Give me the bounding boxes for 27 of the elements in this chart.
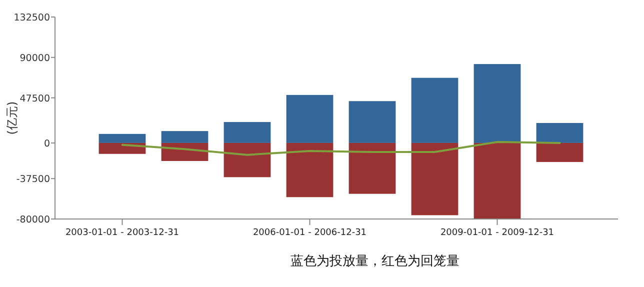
bar (224, 142, 271, 178)
bar (161, 131, 208, 143)
bar (224, 122, 271, 143)
line-series (121, 141, 561, 156)
bar (474, 142, 521, 219)
bar (348, 101, 396, 143)
y-tick-label: 90000 (20, 52, 50, 64)
bar (474, 64, 521, 143)
y-tick-label: -80000 (16, 214, 50, 226)
bar (411, 78, 458, 143)
bar (286, 142, 334, 198)
bar (98, 142, 146, 154)
bar (536, 122, 584, 143)
x-tick-label: 2006-01-01 - 2006-12-31 (252, 228, 367, 238)
y-axis-title: (亿元) (5, 101, 19, 135)
bar (348, 142, 396, 194)
y-tick-label: -37500 (16, 174, 50, 186)
bar (411, 142, 458, 216)
text: 蓝色为投放量，红色为回笼量 (290, 254, 460, 269)
y-tick-label: 132500 (14, 12, 50, 24)
bar (98, 134, 146, 143)
y-tick-label: 47500 (20, 93, 50, 104)
x-tick-label: 2003-01-01 - 2003-12-31 (65, 228, 180, 238)
bar (536, 142, 584, 162)
x-tick-label: 2009-01-01 - 2009-12-31 (440, 228, 554, 238)
bar (286, 94, 334, 143)
y-tick-label: 0 (44, 138, 50, 150)
